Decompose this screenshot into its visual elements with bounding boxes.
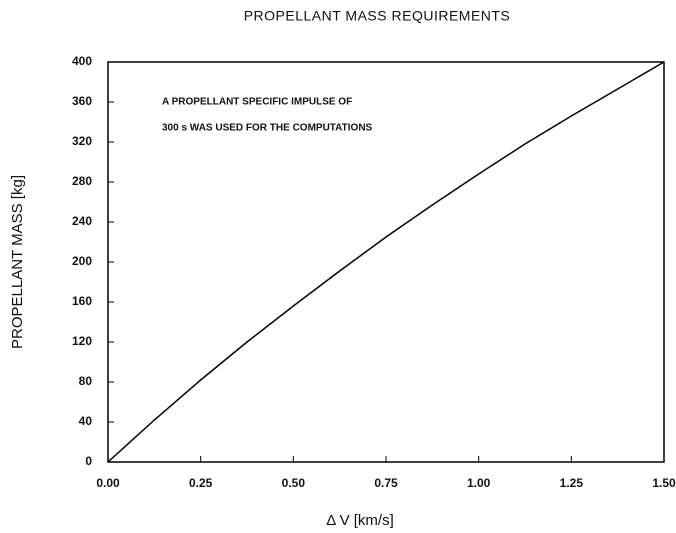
y-tick-label: 160 (72, 294, 92, 308)
y-tick-label: 40 (79, 414, 93, 428)
chart-title: PROPELLANT MASS REQUIREMENTS (244, 8, 511, 24)
x-tick-label: 1.50 (652, 476, 676, 490)
annotation: A PROPELLANT SPECIFIC IMPULSE OF (162, 97, 352, 108)
x-tick-label: 0.25 (189, 476, 213, 490)
y-tick-label: 400 (72, 54, 92, 68)
y-tick-label: 240 (72, 214, 92, 228)
y-tick-label: 120 (72, 334, 92, 348)
y-axis-label: PROPELLANT MASS [kg] (9, 175, 26, 349)
annotation: 300 s WAS USED FOR THE COMPUTATIONS (162, 123, 373, 134)
y-tick-label: 80 (79, 374, 93, 388)
y-tick-label: 200 (72, 254, 92, 268)
x-axis-label: Δ V [km/s] (326, 512, 394, 529)
y-tick-label: 280 (72, 174, 92, 188)
x-tick-label: 0.50 (282, 476, 306, 490)
line (107, 61, 665, 463)
x-tick-label: 0.75 (374, 476, 398, 490)
y-tick-label: 320 (72, 134, 92, 148)
y-tick-label: 0 (85, 454, 92, 468)
x-tick-label: 1.25 (560, 476, 584, 490)
x-tick-label: 1.00 (467, 476, 491, 490)
y-tick-label: 360 (72, 94, 92, 108)
x-tick-label: 0.00 (96, 476, 120, 490)
